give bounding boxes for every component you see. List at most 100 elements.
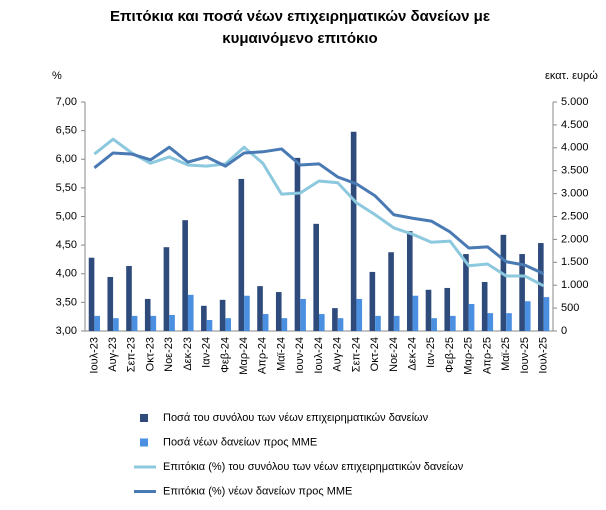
legend-label: Επιτόκια (%) του συνόλου των νέων επιχει… xyxy=(163,461,464,473)
bar xyxy=(163,247,170,331)
bar xyxy=(412,295,419,331)
bar xyxy=(131,315,138,331)
bar xyxy=(238,178,245,331)
y2-tick-label: 0 xyxy=(561,325,567,337)
bar xyxy=(337,318,344,331)
y2-axis-label: εκατ. ευρώ xyxy=(545,70,598,82)
bar xyxy=(500,234,507,331)
y-tick-label: 6,00 xyxy=(56,153,77,165)
y-tick-label: 4,50 xyxy=(56,239,77,251)
bar xyxy=(275,292,282,331)
x-tick-label: Ιαν-25 xyxy=(425,337,437,368)
y2-tick-label: 1.500 xyxy=(561,256,589,268)
bar xyxy=(406,231,413,331)
y-tick-label: 5,00 xyxy=(56,210,77,222)
x-tick-label: Μαρ-25 xyxy=(463,337,475,375)
x-tick-label: Απρ-24 xyxy=(257,337,269,374)
y2-tick-label: 500 xyxy=(561,302,579,314)
bar xyxy=(144,298,151,331)
bar xyxy=(350,131,357,331)
bar xyxy=(150,315,157,331)
bar xyxy=(356,298,363,331)
bar xyxy=(506,313,512,331)
y2-tick-label: 5.000 xyxy=(561,96,589,108)
bar xyxy=(107,276,114,331)
y2-tick-label: 3.500 xyxy=(561,165,589,177)
x-tick-label: Οκτ-23 xyxy=(144,337,156,371)
bar xyxy=(94,315,100,331)
bar xyxy=(201,305,207,331)
bar xyxy=(187,294,194,331)
x-tick-label: Απρ-25 xyxy=(481,337,493,374)
bar xyxy=(481,281,488,331)
y2-tick-label: 4.000 xyxy=(561,142,589,154)
x-tick-label: Ιουλ-23 xyxy=(88,337,100,374)
bar xyxy=(169,314,175,331)
line xyxy=(93,145,545,276)
bar xyxy=(262,314,269,331)
bar xyxy=(450,315,456,331)
bar xyxy=(88,257,95,331)
x-tick-label: Ιουν-25 xyxy=(519,337,531,374)
y2-tick-label: 4.500 xyxy=(561,119,589,131)
y2-tick-label: 2.000 xyxy=(561,233,589,245)
y-tick-label: 3,00 xyxy=(56,325,77,337)
y-tick-label: 7,00 xyxy=(56,96,77,108)
legend-swatch xyxy=(140,414,148,422)
x-tick-label: Αυγ-24 xyxy=(332,337,344,372)
bar xyxy=(225,318,232,331)
legend-swatch xyxy=(140,438,148,447)
x-tick-label: Σεπ-24 xyxy=(350,337,362,372)
x-tick-label: Μαϊ-24 xyxy=(275,337,287,371)
bar xyxy=(425,289,432,331)
x-tick-label: Φεβ-25 xyxy=(444,337,456,373)
x-tick-label: Αυγ-23 xyxy=(107,337,119,372)
bar xyxy=(444,287,451,331)
x-tick-label: Νοε-23 xyxy=(163,337,175,372)
x-tick-label: Ιουλ-25 xyxy=(538,337,550,374)
x-tick-label: Μαϊ-25 xyxy=(500,337,512,371)
bar xyxy=(375,315,381,331)
bar xyxy=(126,265,132,331)
bar xyxy=(219,299,226,331)
bar xyxy=(113,318,119,331)
legend-label: Ποσά νέων δανείων προς ΜΜΕ xyxy=(163,436,317,448)
bar xyxy=(369,271,376,331)
bar xyxy=(300,298,306,331)
x-tick-label: Νοε-24 xyxy=(388,337,400,372)
bar xyxy=(206,320,213,331)
x-tick-label: Δεκ-23 xyxy=(182,337,194,371)
bar xyxy=(319,314,325,331)
x-tick-label: Δεκ-24 xyxy=(407,337,419,371)
bar xyxy=(332,308,338,331)
y2-tick-label: 1.000 xyxy=(561,279,589,291)
chart-title: Επιτόκια και ποσά νέων επιχειρηματικών δ… xyxy=(110,8,490,47)
bar xyxy=(393,315,400,331)
y2-tick-label: 3.000 xyxy=(561,188,589,200)
bar xyxy=(463,254,469,331)
y2-tick-label: 2.500 xyxy=(561,210,589,222)
x-tick-label: Μαρ-24 xyxy=(238,337,250,375)
y-tick-label: 6,50 xyxy=(56,125,77,137)
x-tick-label: Φεβ-24 xyxy=(219,337,231,373)
x-tick-label: Ιουλ-24 xyxy=(313,337,325,374)
bar xyxy=(257,286,263,331)
line xyxy=(93,137,545,288)
y-tick-label: 3,50 xyxy=(56,296,77,308)
bar xyxy=(294,157,301,331)
bar xyxy=(524,301,531,331)
bar xyxy=(543,297,550,331)
y-tick-label: 4,00 xyxy=(56,268,77,280)
x-tick-label: Σεπ-23 xyxy=(126,337,138,372)
bar xyxy=(487,313,494,331)
bar xyxy=(244,295,250,331)
bar xyxy=(538,243,544,331)
bar xyxy=(388,252,394,331)
bar xyxy=(468,303,475,331)
y-axis-label: % xyxy=(52,70,62,82)
x-tick-label: Ιαν-24 xyxy=(201,337,213,368)
x-tick-label: Ιουν-24 xyxy=(294,337,306,374)
bar xyxy=(431,318,437,331)
